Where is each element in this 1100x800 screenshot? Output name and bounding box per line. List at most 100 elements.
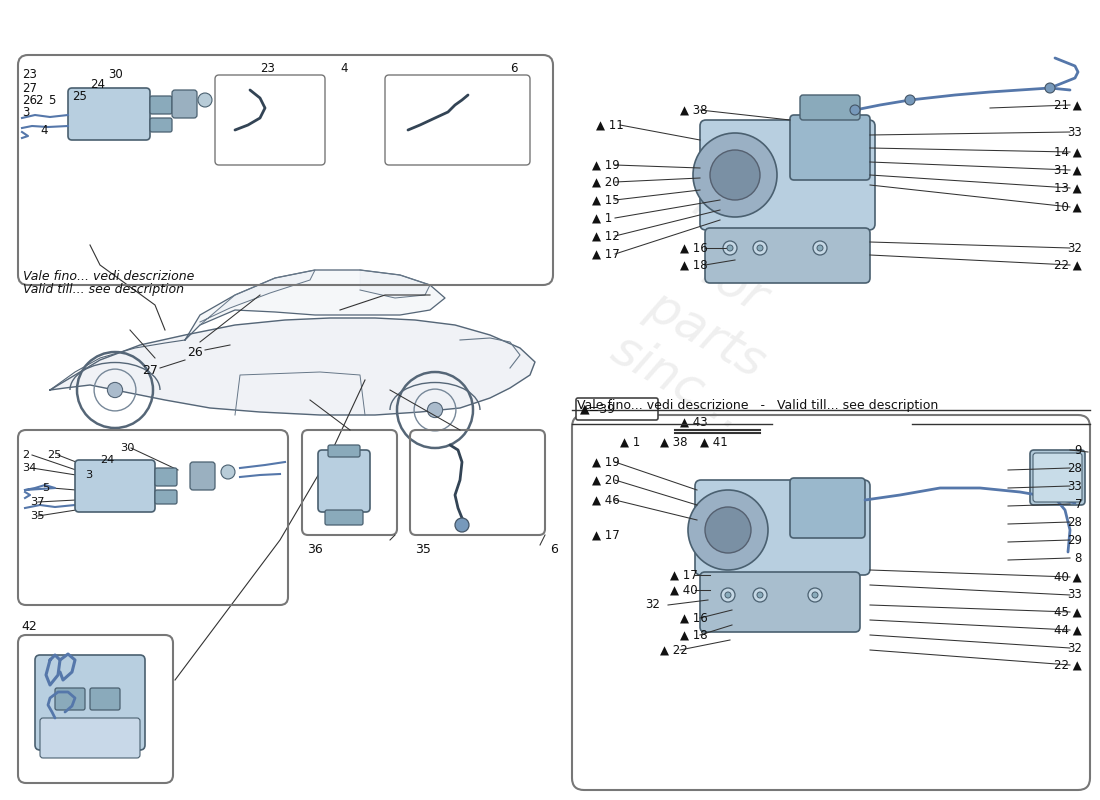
Text: ferrari
for
parts
sinc...: ferrari for parts sinc... bbox=[600, 178, 840, 442]
Text: 3: 3 bbox=[85, 470, 92, 480]
Text: 33: 33 bbox=[1067, 479, 1082, 493]
Text: 2: 2 bbox=[35, 94, 43, 106]
Text: 37: 37 bbox=[30, 497, 44, 507]
Text: Valid till... see description: Valid till... see description bbox=[23, 283, 184, 296]
Circle shape bbox=[725, 592, 732, 598]
Circle shape bbox=[688, 490, 768, 570]
Polygon shape bbox=[50, 318, 535, 415]
Text: 24: 24 bbox=[90, 78, 104, 91]
Text: 8: 8 bbox=[1075, 551, 1082, 565]
Text: 3: 3 bbox=[22, 106, 30, 118]
Text: 23: 23 bbox=[260, 62, 275, 74]
Text: 32: 32 bbox=[645, 598, 660, 611]
Text: 22 ▲: 22 ▲ bbox=[1054, 258, 1082, 271]
Text: ▲ 1: ▲ 1 bbox=[592, 211, 613, 225]
FancyBboxPatch shape bbox=[35, 655, 145, 750]
Text: 31 ▲: 31 ▲ bbox=[1055, 163, 1082, 177]
Circle shape bbox=[428, 402, 442, 418]
Text: 28: 28 bbox=[1067, 515, 1082, 529]
Text: 22 ▲: 22 ▲ bbox=[1054, 658, 1082, 671]
Text: 21 ▲: 21 ▲ bbox=[1054, 98, 1082, 111]
Circle shape bbox=[757, 592, 763, 598]
Text: ▲=39: ▲=39 bbox=[580, 402, 616, 415]
Text: 7: 7 bbox=[1075, 498, 1082, 510]
Text: 25: 25 bbox=[72, 90, 87, 102]
FancyBboxPatch shape bbox=[324, 510, 363, 525]
Text: ▲ 40: ▲ 40 bbox=[670, 583, 697, 597]
Text: ▲ 22: ▲ 22 bbox=[660, 643, 688, 657]
Text: 36: 36 bbox=[307, 543, 322, 556]
Text: 4: 4 bbox=[40, 123, 47, 137]
Text: 30: 30 bbox=[108, 69, 123, 82]
FancyBboxPatch shape bbox=[155, 490, 177, 504]
FancyBboxPatch shape bbox=[790, 478, 865, 538]
Text: 33: 33 bbox=[1067, 126, 1082, 138]
FancyBboxPatch shape bbox=[700, 572, 860, 632]
Circle shape bbox=[808, 588, 822, 602]
Text: 26: 26 bbox=[22, 94, 37, 106]
Text: 44 ▲: 44 ▲ bbox=[1054, 623, 1082, 637]
Text: Vale fino... vedi descrizione   -   Valid till... see description: Vale fino... vedi descrizione - Valid ti… bbox=[578, 399, 938, 412]
Text: ▲ 38: ▲ 38 bbox=[680, 103, 707, 117]
Text: ▲ 1: ▲ 1 bbox=[620, 435, 640, 449]
Text: ▲ 17: ▲ 17 bbox=[592, 247, 619, 261]
FancyBboxPatch shape bbox=[328, 445, 360, 457]
Polygon shape bbox=[360, 270, 430, 298]
Text: ▲ 17: ▲ 17 bbox=[670, 569, 697, 582]
FancyBboxPatch shape bbox=[190, 462, 214, 490]
Text: ▲ 20: ▲ 20 bbox=[592, 175, 619, 189]
Circle shape bbox=[850, 105, 860, 115]
Text: 6: 6 bbox=[550, 543, 558, 556]
Text: 30: 30 bbox=[120, 443, 134, 453]
FancyBboxPatch shape bbox=[705, 228, 870, 283]
Circle shape bbox=[813, 241, 827, 255]
Text: 25: 25 bbox=[47, 450, 62, 460]
Text: ▲ 12: ▲ 12 bbox=[592, 230, 619, 242]
Text: ▲ 19: ▲ 19 bbox=[592, 158, 619, 171]
Text: ▲ 43: ▲ 43 bbox=[680, 415, 707, 429]
FancyBboxPatch shape bbox=[800, 95, 860, 120]
Text: ▲ 46: ▲ 46 bbox=[592, 494, 619, 506]
Text: 35: 35 bbox=[415, 543, 431, 556]
FancyBboxPatch shape bbox=[700, 120, 874, 230]
Text: ▲ 11: ▲ 11 bbox=[596, 118, 624, 131]
Text: 23: 23 bbox=[22, 69, 37, 82]
Text: 13 ▲: 13 ▲ bbox=[1055, 182, 1082, 194]
Text: 5: 5 bbox=[42, 483, 50, 493]
Text: 14 ▲: 14 ▲ bbox=[1054, 146, 1082, 158]
Text: 26: 26 bbox=[187, 346, 202, 358]
FancyBboxPatch shape bbox=[75, 460, 155, 512]
Circle shape bbox=[705, 507, 751, 553]
Text: 45 ▲: 45 ▲ bbox=[1055, 606, 1082, 618]
Text: ▲ 16: ▲ 16 bbox=[680, 611, 707, 625]
Circle shape bbox=[693, 133, 777, 217]
Circle shape bbox=[727, 245, 733, 251]
Circle shape bbox=[817, 245, 823, 251]
Text: 2: 2 bbox=[22, 450, 29, 460]
FancyBboxPatch shape bbox=[172, 90, 197, 118]
FancyBboxPatch shape bbox=[40, 718, 140, 758]
Text: Vale fino... vedi descrizione: Vale fino... vedi descrizione bbox=[23, 270, 195, 283]
Circle shape bbox=[455, 518, 469, 532]
Text: ▲ 41: ▲ 41 bbox=[700, 435, 728, 449]
Text: 5: 5 bbox=[48, 94, 55, 106]
Circle shape bbox=[812, 592, 818, 598]
Text: ▲ 18: ▲ 18 bbox=[680, 629, 707, 642]
Text: ▲ 18: ▲ 18 bbox=[680, 258, 707, 271]
Text: 10 ▲: 10 ▲ bbox=[1055, 201, 1082, 214]
Text: 32: 32 bbox=[1067, 642, 1082, 654]
Circle shape bbox=[1045, 83, 1055, 93]
FancyBboxPatch shape bbox=[695, 480, 870, 575]
Text: 4: 4 bbox=[340, 62, 348, 74]
Text: 28: 28 bbox=[1067, 462, 1082, 474]
Text: 27: 27 bbox=[142, 363, 158, 377]
Text: ▲ 38: ▲ 38 bbox=[660, 435, 688, 449]
Text: 34: 34 bbox=[22, 463, 36, 473]
FancyBboxPatch shape bbox=[90, 688, 120, 710]
Text: 27: 27 bbox=[22, 82, 37, 94]
Circle shape bbox=[221, 465, 235, 479]
Text: 33: 33 bbox=[1067, 589, 1082, 602]
Text: 35: 35 bbox=[30, 511, 44, 521]
Circle shape bbox=[754, 588, 767, 602]
FancyBboxPatch shape bbox=[155, 468, 177, 486]
